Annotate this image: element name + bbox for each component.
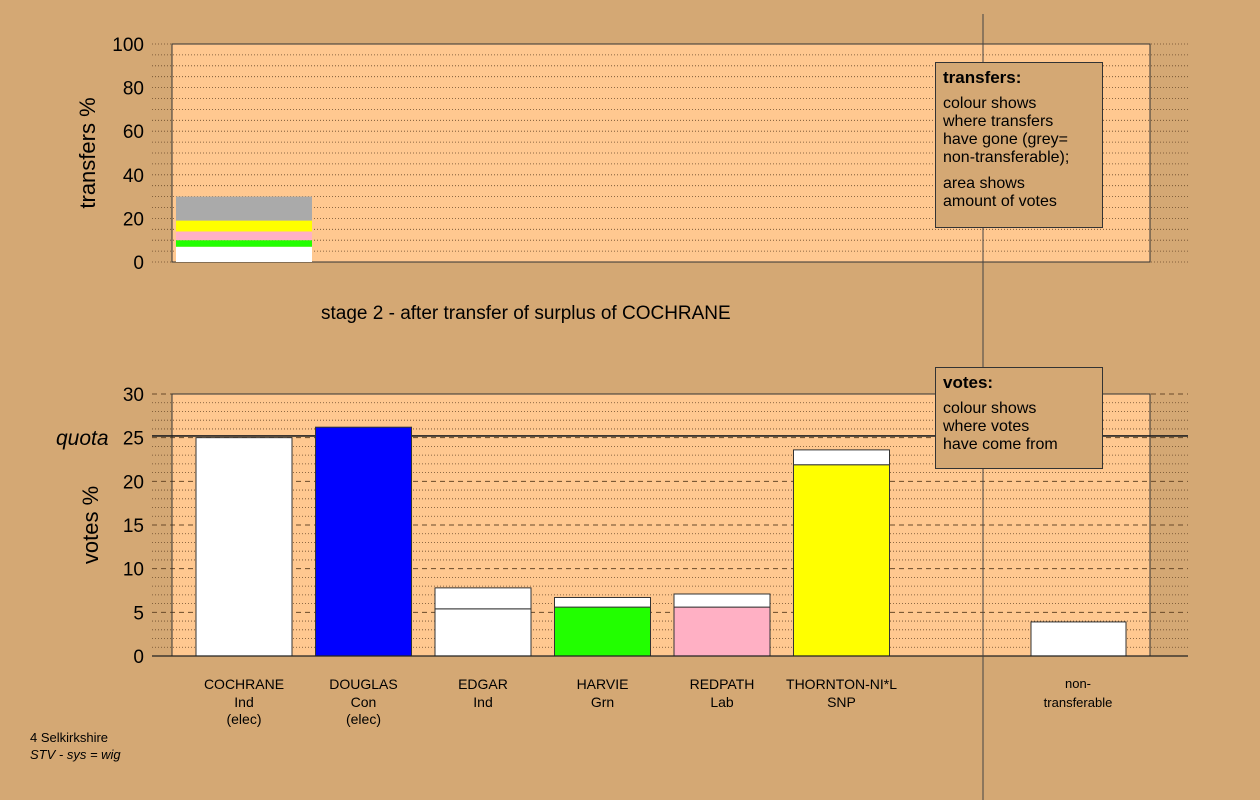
candidate-name: HARVIE xyxy=(577,676,629,692)
candidate-party: Lab xyxy=(710,694,734,710)
transfer-bar xyxy=(554,596,651,608)
votes-legend-title: votes: xyxy=(943,373,994,392)
y-tick-label: 20 xyxy=(123,209,144,230)
candidate-party: Ind xyxy=(234,694,253,710)
candidate-name: THORNTON-NI*L xyxy=(786,676,897,692)
legend-line: colour shows xyxy=(943,400,1037,417)
legend-line: have come from xyxy=(943,436,1058,453)
candidate-party: Grn xyxy=(591,694,614,710)
first-pref-bar xyxy=(195,437,293,657)
candidate-status: (elec) xyxy=(226,711,261,727)
candidate-name: REDPATH xyxy=(690,676,755,692)
nontransferable-label: transferable xyxy=(1044,695,1113,710)
legend-line: colour shows xyxy=(943,95,1037,112)
quota-label: quota xyxy=(56,427,109,450)
candidate-name: COCHRANE xyxy=(204,676,284,692)
legend-line: have gone (grey= xyxy=(943,131,1068,148)
y-tick-label: 10 xyxy=(123,560,144,581)
y-tick-label: 0 xyxy=(133,253,144,274)
plot-frame xyxy=(171,43,1151,263)
legend-line: non-transferable); xyxy=(943,149,1070,166)
first-pref-bar xyxy=(554,606,651,657)
stage-label: stage 2 - after transfer of surplus of C… xyxy=(321,303,731,324)
nontransferable-label: non- xyxy=(1065,676,1091,691)
legend-line: where transfers xyxy=(943,113,1054,130)
legend-line: where votes xyxy=(943,418,1030,435)
first-pref-bar xyxy=(673,606,771,657)
transfer-bar xyxy=(434,587,532,610)
y-tick-label: 25 xyxy=(123,429,144,450)
y-tick-label: 80 xyxy=(123,79,144,100)
transfer-segment xyxy=(176,240,312,247)
candidate-status: (elec) xyxy=(346,711,381,727)
transfer-segment xyxy=(176,231,312,241)
y-tick-label: 100 xyxy=(112,35,144,56)
footer: 4 Selkirkshire STV - sys = wig xyxy=(30,729,121,763)
candidate-party: Con xyxy=(351,694,377,710)
y-axis-label: votes % xyxy=(78,486,103,564)
candidate-party: SNP xyxy=(827,694,856,710)
first-pref-bar xyxy=(315,426,412,657)
first-pref-bar xyxy=(434,608,532,657)
y-tick-label: 0 xyxy=(133,647,144,668)
transfers-legend: transfers: colour shows where transfers … xyxy=(935,62,1103,228)
candidate-name: EDGAR xyxy=(458,676,508,692)
legend-line: area shows xyxy=(943,175,1025,192)
y-tick-label: 20 xyxy=(123,472,144,493)
footer-system: STV - sys = wig xyxy=(30,747,121,762)
transfer-segment xyxy=(176,220,312,232)
legend-line: amount of votes xyxy=(943,193,1057,210)
footer-area: 4 Selkirkshire xyxy=(30,730,109,745)
candidate-name: DOUGLAS xyxy=(329,676,397,692)
votes-legend: votes: colour shows where votes have com… xyxy=(935,367,1103,469)
y-tick-label: 30 xyxy=(123,385,144,406)
transfer-bar xyxy=(793,449,890,466)
y-tick-label: 5 xyxy=(133,603,144,624)
y-tick-label: 60 xyxy=(123,122,144,143)
nontransferable-bar xyxy=(1030,621,1127,657)
transfer-segment xyxy=(176,246,312,262)
candidate-party: Ind xyxy=(473,694,492,710)
y-axis-label: transfers % xyxy=(75,97,100,208)
y-tick-label: 15 xyxy=(123,516,144,537)
y-tick-label: 40 xyxy=(123,166,144,187)
first-pref-bar xyxy=(793,464,890,657)
transfer-bar xyxy=(673,593,771,608)
transfers-legend-title: transfers: xyxy=(943,68,1022,87)
transfer-segment xyxy=(176,196,312,221)
